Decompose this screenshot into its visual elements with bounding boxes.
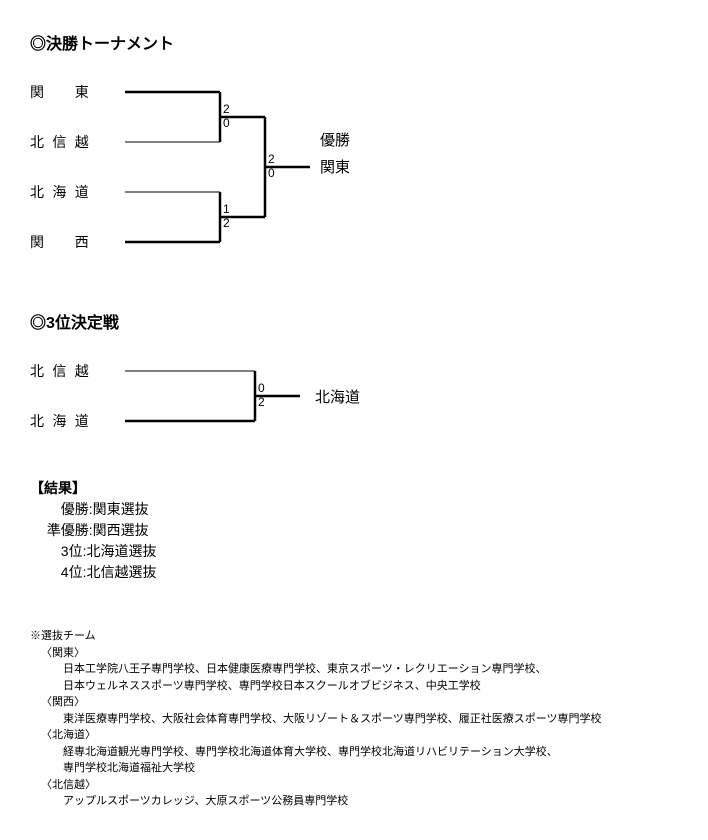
team-label: 北信越 [30,361,97,381]
team-label: 関 西 [30,232,97,252]
section-title-final: ◎決勝トーナメント [30,30,678,54]
winner-block: 北海道 [315,386,360,413]
region-label: 〈北海道〉 [41,727,678,744]
results-title: 【結果】 [30,478,678,499]
region-label: 〈関西〉 [41,694,678,711]
school-line: 日本工学院八王子専門学校、日本健康医療専門学校、東京スポーツ・レクリエーション専… [63,661,678,678]
score: 0 [258,381,265,395]
score: 0 [268,166,275,180]
school-line: 専門学校北海道福祉大学校 [63,760,678,777]
score: 2 [268,152,275,166]
bracket-third: 北信越北海道 02 北海道 [30,353,680,443]
winner-team: 北海道 [315,386,360,407]
result-row: 3位:北海道選抜 [30,541,678,562]
result-row: 準優勝:関西選抜 [30,520,678,541]
winner-team: 関東 [320,156,350,177]
team-label: 北海道 [30,411,97,431]
team-label: 北信越 [30,132,97,152]
score: 2 [223,216,230,230]
score: 2 [258,395,265,409]
region-label: 〈北信越〉 [41,777,678,794]
school-line: 日本ウェルネススポーツ専門学校、専門学校日本スクールオブビジネス、中央工学校 [63,678,678,695]
score: 2 [223,102,230,116]
school-line: 経専北海道観光専門学校、専門学校北海道体育大学校、専門学校北海道リハビリテーショ… [63,744,678,761]
score: 0 [223,116,230,130]
school-line: アップルスポーツカレッジ、大原スポーツ公務員専門学校 [63,793,678,810]
team-label: 関 東 [30,82,97,102]
result-row: 優勝:関東選抜 [30,499,678,520]
team-label: 北海道 [30,182,97,202]
footnote-header: ※選抜チーム [30,628,678,645]
winner-block: 優勝関東 [320,129,350,183]
winner-label: 優勝 [320,129,350,150]
school-line: 東洋医療専門学校、大阪社会体育専門学校、大阪リゾート＆スポーツ専門学校、履正社医… [63,711,678,728]
score: 1 [223,202,230,216]
region-label: 〈関東〉 [41,645,678,662]
results-block: 【結果】 優勝:関東選抜準優勝:関西選抜 3位:北海道選抜 4位:北信越選抜 [30,478,678,583]
footnote-block: ※選抜チーム 〈関東〉日本工学院八王子専門学校、日本健康医療専門学校、東京スポー… [30,628,678,810]
section-title-third: ◎3位決定戦 [30,309,678,333]
bracket-final: 関 東北信越北海道関 西201220優勝関東 [30,74,680,274]
result-row: 4位:北信越選抜 [30,562,678,583]
